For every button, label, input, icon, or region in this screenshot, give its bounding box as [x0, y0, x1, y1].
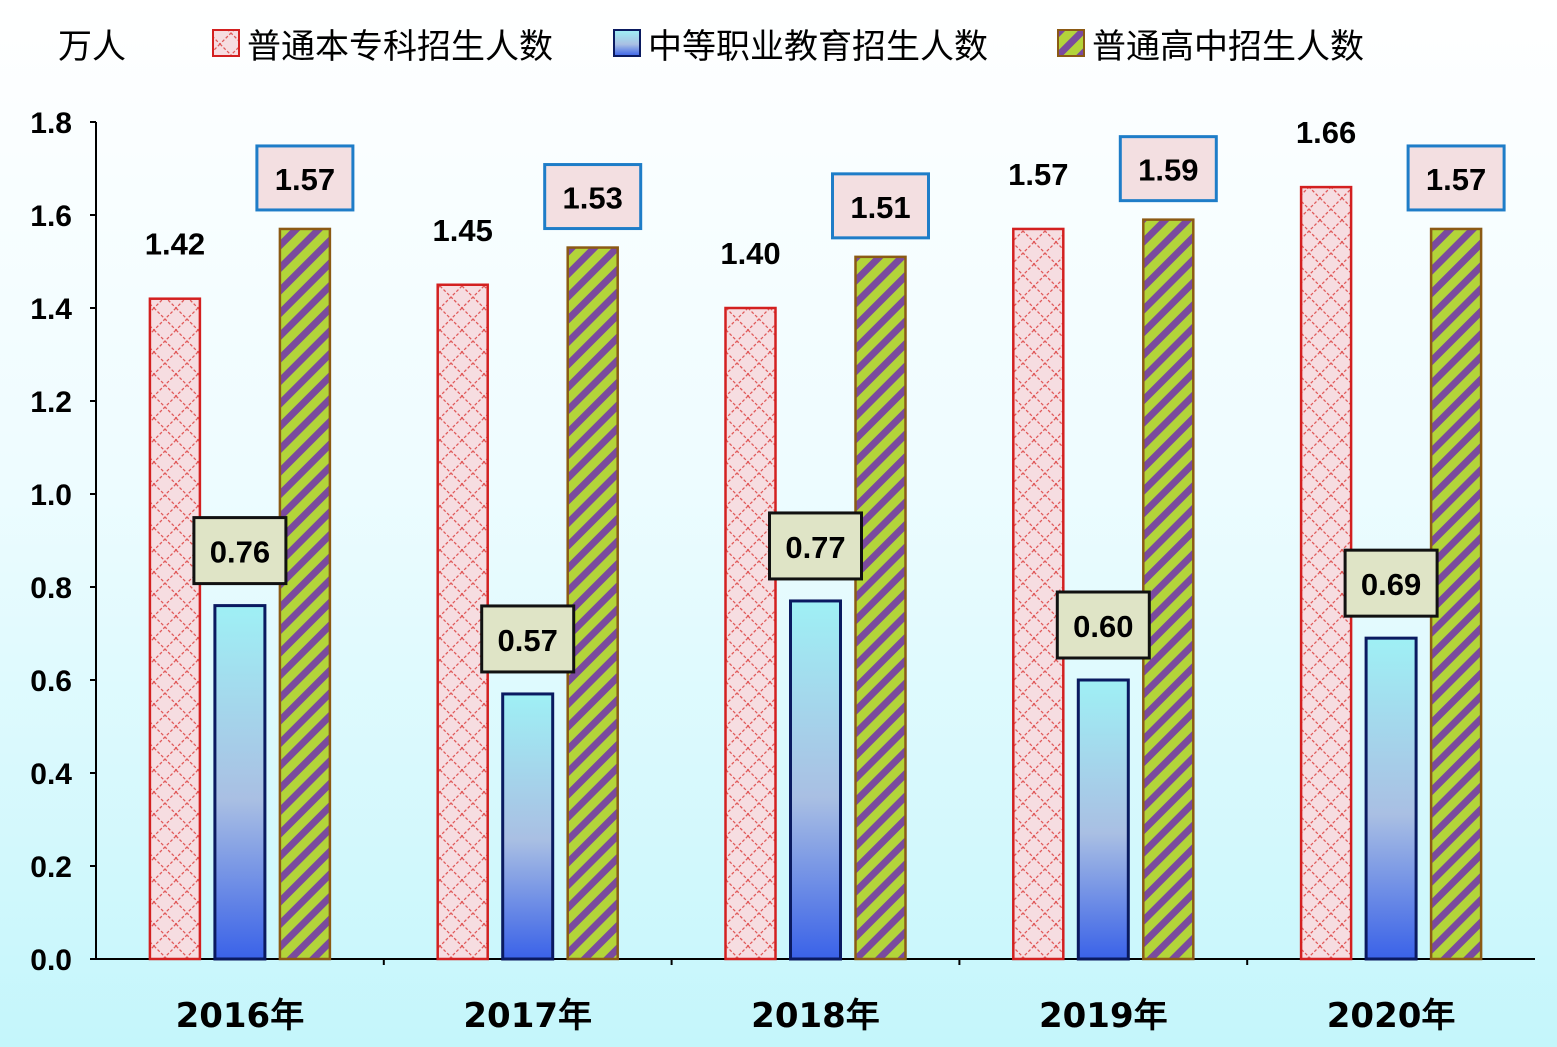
bar-series3 — [1142, 218, 1195, 961]
bar-series2 — [1076, 678, 1130, 961]
y-tick-label: 1.4 — [30, 293, 72, 326]
bar-series1 — [1012, 227, 1065, 961]
category-label: 2016年 — [176, 996, 305, 1036]
bar-series1 — [1299, 185, 1353, 961]
category-labels: 2016年 2017年 2018年 2019年 2020年 — [176, 996, 1456, 1036]
y-tick-label: 1.2 — [30, 386, 72, 419]
legend-label-series1: 普通本专科招生人数 — [247, 27, 553, 67]
data-label-series2: 0.60 — [1073, 609, 1133, 644]
data-label-box-series3 — [1406, 144, 1506, 212]
legend-swatch-series1 — [212, 29, 240, 57]
data-label-box-series2 — [1343, 548, 1439, 618]
data-label-box-series3 — [543, 163, 643, 231]
legend-item-series1: 普通本专科招生人数 — [212, 27, 553, 67]
bar-series2 — [789, 599, 842, 961]
category-label: 2020年 — [1327, 996, 1456, 1036]
category-label: 2017年 — [463, 996, 592, 1036]
bar-series3 — [278, 227, 332, 961]
data-label-series3: 1.59 — [1138, 153, 1198, 188]
bar-series2 — [501, 692, 555, 961]
y-tick-label: 1.8 — [30, 107, 72, 140]
unit-label: 万人 — [58, 27, 126, 67]
y-tick-label: 1.0 — [30, 479, 72, 512]
y-tick-label: 1.6 — [30, 200, 72, 233]
legend-label-series3: 普通高中招生人数 — [1092, 27, 1364, 67]
data-label-box-series3 — [831, 172, 930, 240]
data-label-box-series3 — [1118, 135, 1218, 203]
data-label-series1: 1.45 — [433, 213, 493, 248]
data-label-series3: 1.57 — [1426, 162, 1486, 197]
data-label-series3: 1.57 — [275, 162, 335, 197]
y-tick-label: 0.2 — [30, 851, 72, 884]
data-label-series1: 1.66 — [1296, 115, 1356, 150]
legend-label-series2: 中等职业教育招生人数 — [648, 27, 988, 67]
data-label-series3: 1.51 — [850, 190, 910, 225]
y-axis-ticks: 0.0 0.2 0.4 0.6 0.8 1.0 1.2 1.4 1.6 1.8 — [30, 107, 96, 977]
data-label-box-series3 — [255, 144, 355, 212]
data-label-series1: 1.40 — [720, 236, 780, 271]
bar-series1 — [724, 306, 777, 961]
y-tick-label: 0.6 — [30, 665, 72, 698]
bar-series3 — [566, 246, 619, 961]
data-labels: 1.42 0.76 1.57 1.45 0.57 1.53 1.40 0.77 1.51 1.57… — [145, 115, 1506, 674]
bar-series2 — [1364, 636, 1418, 961]
bar-series2 — [213, 604, 267, 961]
data-label-series2: 0.76 — [210, 535, 270, 570]
bar-series3 — [1429, 227, 1483, 961]
data-label-series3: 1.53 — [563, 181, 623, 216]
data-label-box-series2 — [768, 511, 863, 581]
data-label-box-series2 — [192, 516, 288, 586]
legend-swatch-series2 — [613, 29, 641, 57]
data-label-series2: 0.69 — [1361, 567, 1421, 602]
data-label-series2: 0.57 — [498, 623, 558, 658]
data-label-series1: 1.42 — [145, 227, 205, 262]
category-label: 2019年 — [1039, 996, 1168, 1036]
legend-item-series3: 普通高中招生人数 — [1057, 27, 1364, 67]
legend-item-series2: 中等职业教育招生人数 — [613, 27, 988, 67]
data-label-series2: 0.77 — [785, 530, 845, 565]
data-label-box-series2 — [1055, 590, 1151, 660]
data-label-series1: 1.57 — [1008, 157, 1068, 192]
bars — [148, 185, 1483, 961]
y-tick-label: 0.0 — [30, 944, 72, 977]
y-tick-label: 0.8 — [30, 572, 72, 605]
legend-swatch-series3 — [1057, 29, 1085, 57]
data-label-box-series2 — [480, 604, 576, 674]
bar-series3 — [854, 255, 907, 961]
x-axis-ticks — [382, 959, 1249, 965]
category-label: 2018年 — [751, 996, 880, 1036]
bar-series1 — [148, 297, 202, 961]
y-tick-label: 0.4 — [30, 758, 72, 791]
legend: 普通本专科招生人数 中等职业教育招生人数 普通高中招生人数 — [212, 27, 1364, 67]
